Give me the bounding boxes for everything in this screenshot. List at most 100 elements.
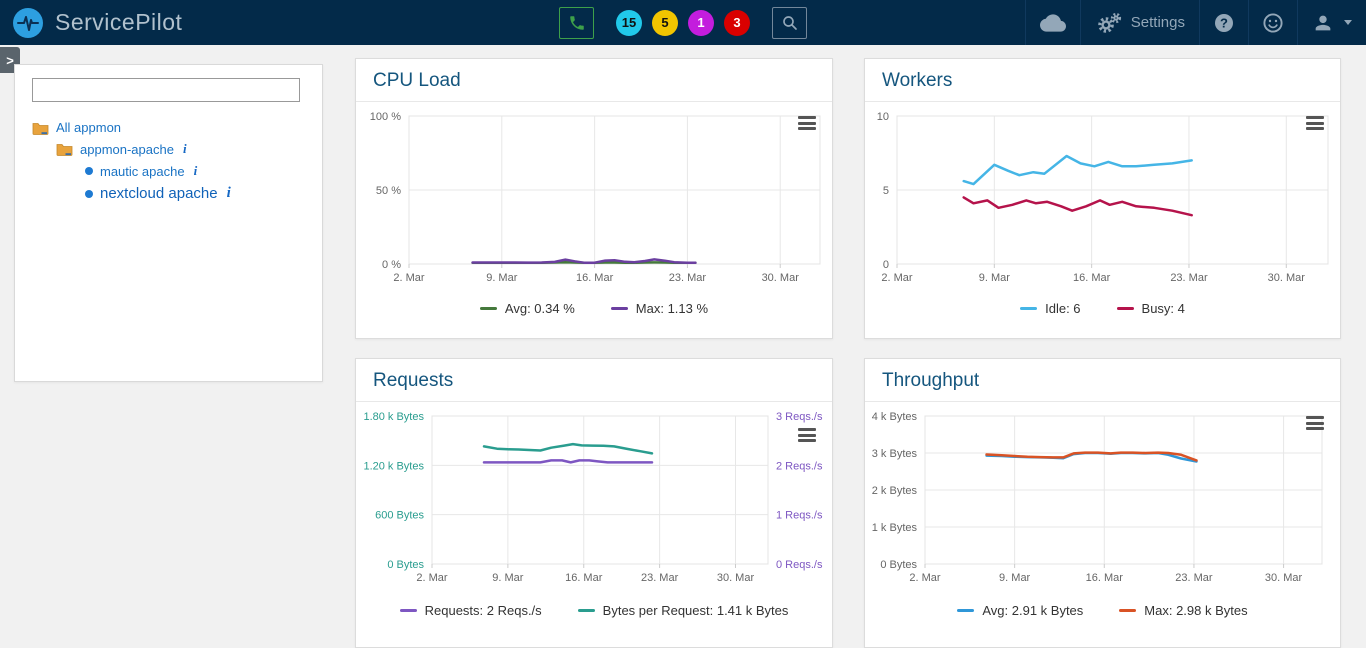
svg-text:16. Mar: 16. Mar [576, 272, 614, 284]
legend-item-max[interactable]: Max: 1.13 % [610, 301, 708, 316]
panel-title: Throughput [882, 370, 980, 391]
svg-text:2 Reqs./s: 2 Reqs./s [776, 460, 823, 472]
svg-text:2. Mar: 2. Mar [881, 272, 913, 284]
call-button[interactable] [559, 6, 594, 39]
panel-header: Throughput [865, 359, 1340, 402]
legend-item-bytes-per-request[interactable]: Bytes per Request: 1.41 k Bytes [577, 603, 789, 618]
cpu-load-panel: CPU Load 2. Mar 9. Mar 16. Mar 23. Mar 30. M… [355, 58, 833, 339]
chart-menu-icon[interactable] [1306, 116, 1324, 133]
folder-icon [32, 122, 49, 135]
cpu-load-plot: 2. Mar 9. Mar 16. Mar 23. Mar 30. Mar 0 % 50 %… [370, 111, 821, 284]
workers-plot: 2. Mar 9. Mar 16. Mar 23. Mar 30. Mar 0 5 10 [877, 111, 1329, 284]
legend-item-avg[interactable]: Avg: 0.34 % [479, 301, 575, 316]
svg-text:9. Mar: 9. Mar [999, 572, 1031, 584]
svg-text:30. Mar: 30. Mar [1268, 272, 1306, 284]
chart-menu-icon[interactable] [798, 116, 816, 133]
chart-menu-icon[interactable] [798, 428, 816, 445]
bullet-icon [85, 167, 93, 175]
alert-badge-major[interactable]: 1 [688, 9, 714, 36]
resource-tree-panel: All appmon appmon-apache i mautic apache… [14, 64, 323, 382]
svg-text:10: 10 [877, 111, 889, 123]
svg-text:9. Mar: 9. Mar [492, 572, 524, 584]
svg-text:0: 0 [883, 259, 889, 271]
chevron-down-icon [1344, 20, 1352, 25]
alert-badge-critical[interactable]: 3 [724, 9, 750, 36]
svg-text:?: ? [1220, 15, 1228, 30]
info-icon[interactable]: i [193, 163, 198, 178]
legend-swatch [577, 609, 595, 612]
svg-text:0 Bytes: 0 Bytes [387, 559, 424, 571]
chart-menu-icon[interactable] [1306, 416, 1324, 433]
tree-filter-input[interactable] [32, 78, 300, 102]
brand-name: ServicePilot [55, 9, 183, 35]
help-icon: ? [1215, 13, 1233, 32]
info-icon[interactable]: i [226, 185, 231, 201]
alert-badge-warning[interactable]: 5 [652, 9, 678, 36]
legend-label: Busy: 4 [1141, 301, 1185, 316]
svg-text:9. Mar: 9. Mar [486, 272, 518, 284]
svg-text:50 %: 50 % [376, 185, 401, 197]
svg-text:2. Mar: 2. Mar [416, 572, 448, 584]
tree-node-mautic-apache[interactable]: mautic apache i [15, 160, 322, 182]
cloud-menu[interactable] [1024, 0, 1080, 45]
panel-header: CPU Load [356, 59, 832, 102]
cloud-icon [1039, 13, 1066, 32]
series-busy [962, 196, 1193, 217]
svg-text:0 Reqs./s: 0 Reqs./s [776, 559, 823, 571]
brand[interactable]: ServicePilot [0, 7, 183, 38]
legend-label: Bytes per Request: 1.41 k Bytes [602, 603, 789, 618]
legend-item-idle[interactable]: Idle: 6 [1020, 301, 1081, 316]
chart-legend: Idle: 6 Busy: 4 [865, 301, 1340, 316]
legend-swatch [399, 609, 417, 612]
alert-badge-info[interactable]: 15 [616, 9, 642, 36]
svg-text:1.20 k Bytes: 1.20 k Bytes [363, 460, 424, 472]
legend-item-avg[interactable]: Avg: 2.91 k Bytes [957, 603, 1083, 618]
svg-text:1.80 k Bytes: 1.80 k Bytes [363, 411, 424, 423]
legend-item-busy[interactable]: Busy: 4 [1116, 301, 1185, 316]
workers-chart: 2. Mar 9. Mar 16. Mar 23. Mar 30. Mar 0 5 10 [865, 102, 1340, 294]
user-menu[interactable] [1297, 0, 1366, 45]
throughput-panel: Throughput 2. Mar 9. Mar 16. Mar 23. Mar 30.… [864, 358, 1341, 648]
svg-text:2 k Bytes: 2 k Bytes [872, 485, 918, 497]
tree-node-label: appmon-apache [80, 141, 174, 157]
legend-item-requests[interactable]: Requests: 2 Reqs./s [399, 603, 542, 618]
servicepilot-logo-icon [13, 7, 43, 38]
legend-swatch [1119, 609, 1137, 612]
chart-legend: Avg: 0.34 % Max: 1.13 % [356, 301, 832, 316]
help-menu[interactable]: ? [1199, 0, 1248, 45]
series-requests [482, 459, 654, 464]
svg-text:600 Bytes: 600 Bytes [375, 510, 424, 522]
tree-node-appmon-apache[interactable]: appmon-apache i [15, 138, 322, 160]
svg-text:1 Reqs./s: 1 Reqs./s [776, 510, 823, 522]
folder-icon [56, 144, 73, 156]
legend-label: Idle: 6 [1045, 301, 1081, 316]
series-bytes-per-request [482, 442, 654, 455]
legend-label: Avg: 2.91 k Bytes [982, 603, 1084, 618]
info-icon[interactable]: i [182, 141, 187, 156]
svg-text:23. Mar: 23. Mar [669, 272, 707, 284]
cpu-load-chart: 2. Mar 9. Mar 16. Mar 23. Mar 30. Mar 0 % 50 %… [356, 102, 832, 294]
svg-text:1 k Bytes: 1 k Bytes [872, 522, 918, 534]
chart-legend: Requests: 2 Reqs./s Bytes per Request: 1.… [356, 603, 832, 618]
panel-header: Workers [865, 59, 1340, 102]
svg-text:23. Mar: 23. Mar [1175, 572, 1213, 584]
settings-menu[interactable]: Settings [1079, 0, 1199, 45]
svg-text:30. Mar: 30. Mar [1265, 572, 1303, 584]
feedback-menu[interactable] [1248, 0, 1297, 45]
search-icon [782, 15, 797, 30]
tree-node-all-appmon[interactable]: All appmon [15, 117, 322, 138]
search-button[interactable] [772, 6, 807, 39]
phone-icon [569, 15, 584, 30]
legend-label: Avg: 0.34 % [504, 301, 575, 316]
legend-swatch [957, 609, 975, 612]
svg-text:3 Reqs./s: 3 Reqs./s [776, 411, 823, 423]
panel-title: Workers [882, 70, 953, 91]
svg-text:100 %: 100 % [370, 111, 401, 123]
tree-node-label: mautic apache [100, 163, 185, 179]
panel-title: Requests [373, 370, 454, 391]
legend-label: Requests: 2 Reqs./s [424, 603, 542, 618]
series-max [985, 451, 1198, 462]
user-icon [1315, 15, 1331, 30]
tree-node-nextcloud-apache[interactable]: nextcloud apache i [15, 182, 322, 205]
legend-item-max[interactable]: Max: 2.98 k Bytes [1119, 603, 1248, 618]
